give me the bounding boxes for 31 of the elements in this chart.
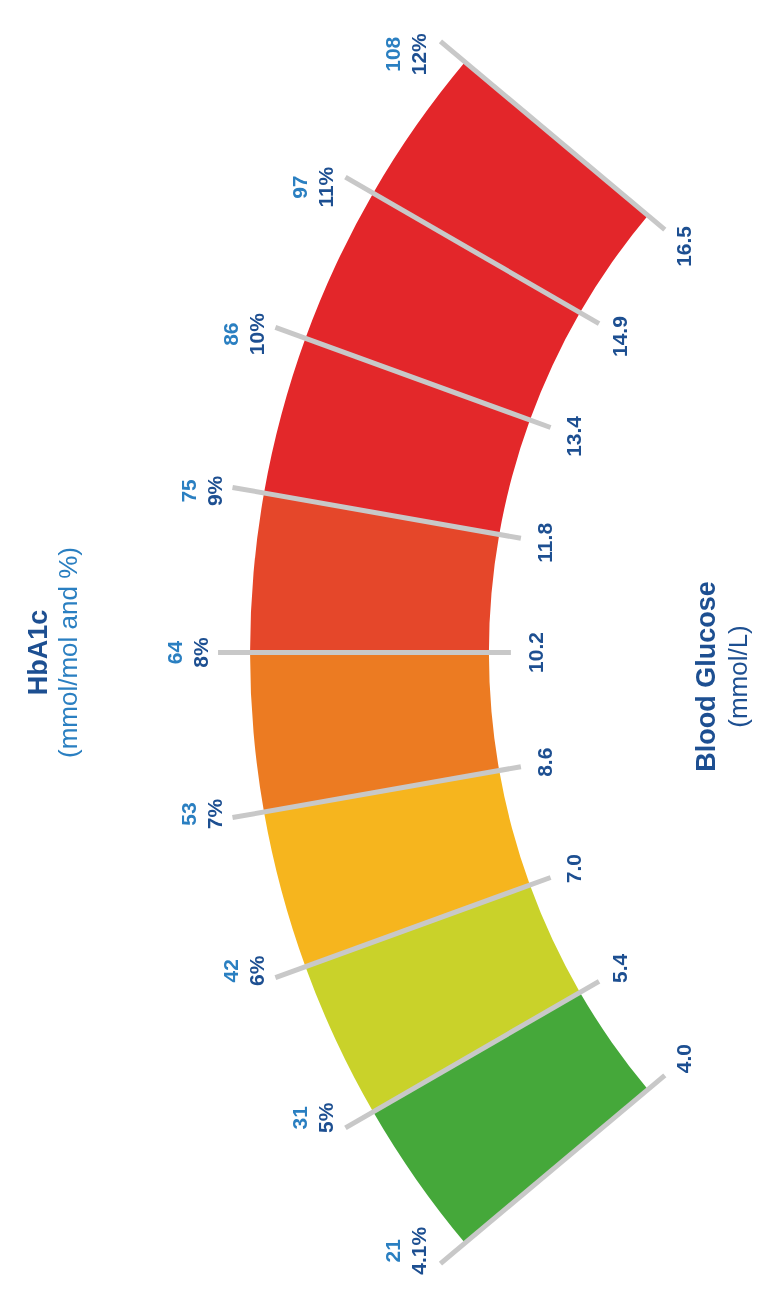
text: HbA1c: [23, 609, 54, 696]
text: 11.8: [533, 522, 557, 563]
text: 31: [287, 1105, 311, 1130]
text: 4.0: [671, 1044, 695, 1074]
text: 12%: [406, 32, 430, 76]
text: 75: [176, 478, 200, 503]
text: 64: [162, 640, 186, 665]
text: 42: [218, 959, 242, 983]
text: 4.1%: [406, 1226, 430, 1275]
text: 21: [380, 1238, 404, 1263]
text: 86: [218, 322, 242, 346]
text: 14.9: [608, 316, 632, 358]
text: 13.4: [561, 415, 585, 457]
text: 7.0: [561, 853, 585, 884]
text: 5%: [313, 1102, 337, 1134]
text: 9%: [202, 475, 226, 507]
text: 6%: [244, 955, 268, 986]
text: Blood Glucose: [691, 581, 722, 772]
text: 10.2: [523, 632, 547, 673]
text: 108: [380, 36, 404, 72]
text: 16.5: [671, 225, 695, 267]
text: 53: [176, 802, 200, 826]
text: 5.4: [608, 953, 632, 983]
text: 8%: [188, 637, 212, 668]
text: 97: [287, 175, 311, 199]
text: 7%: [202, 798, 226, 830]
text: 11%: [313, 166, 337, 208]
text: (mmol/L): [723, 625, 754, 728]
text: (mmol/mol and %): [53, 547, 84, 758]
text: 10%: [244, 312, 268, 356]
text: 8.6: [533, 747, 557, 777]
